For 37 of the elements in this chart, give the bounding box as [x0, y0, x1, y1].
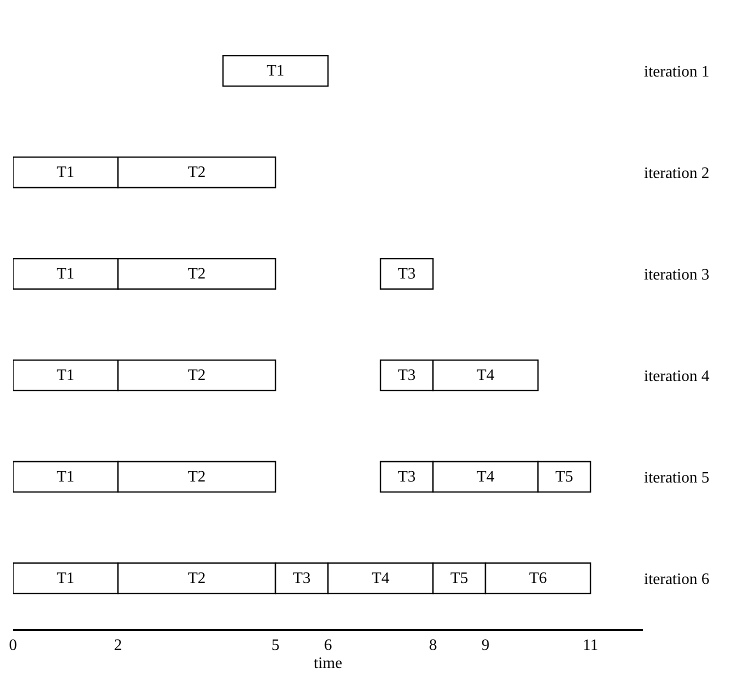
series-label: T1 [56, 366, 74, 384]
y-tick-label: iteration 5 [644, 469, 710, 486]
series-label: T6 [529, 570, 547, 587]
series-label: T4 [476, 366, 494, 384]
bar [222, 55, 329, 87]
text: T1 [56, 265, 74, 282]
x-tick-label: 5 [272, 636, 280, 654]
text: T3 [398, 468, 416, 486]
text: T1 [56, 468, 74, 486]
x-tick-label: 11 [582, 636, 598, 654]
text: T3 [398, 265, 416, 282]
y-tick-label: iteration 6 [644, 570, 710, 588]
text: T4 [372, 570, 390, 587]
text: T2 [188, 570, 206, 587]
y-tick-label: iteration 4 [644, 368, 710, 385]
text: T2 [188, 265, 206, 282]
text: T2 [188, 164, 206, 181]
series-label: T2 [188, 366, 206, 384]
text: T2 [188, 468, 206, 486]
x-tick-label: 8 [429, 636, 437, 654]
text: T1 [266, 62, 284, 80]
text: T3 [292, 570, 311, 587]
x-axis-title: time [314, 655, 342, 672]
x-tick-label: 0 [9, 636, 17, 654]
text: T1 [56, 570, 74, 587]
text: T4 [476, 468, 494, 486]
x-tick-label: 2 [114, 636, 122, 654]
series-label: T3 [398, 366, 416, 384]
text: T1 [56, 164, 74, 181]
y-tick-label: iteration 2 [644, 164, 710, 182]
series-label: T5 [555, 468, 574, 486]
x-tick-label: 9 [482, 636, 490, 654]
bar [380, 258, 434, 290]
x-tick-label: 6 [324, 636, 332, 654]
text: T5 [450, 570, 468, 587]
y-tick-label: iteration 1 [644, 63, 710, 80]
y-tick-label: iteration 3 [644, 266, 710, 284]
